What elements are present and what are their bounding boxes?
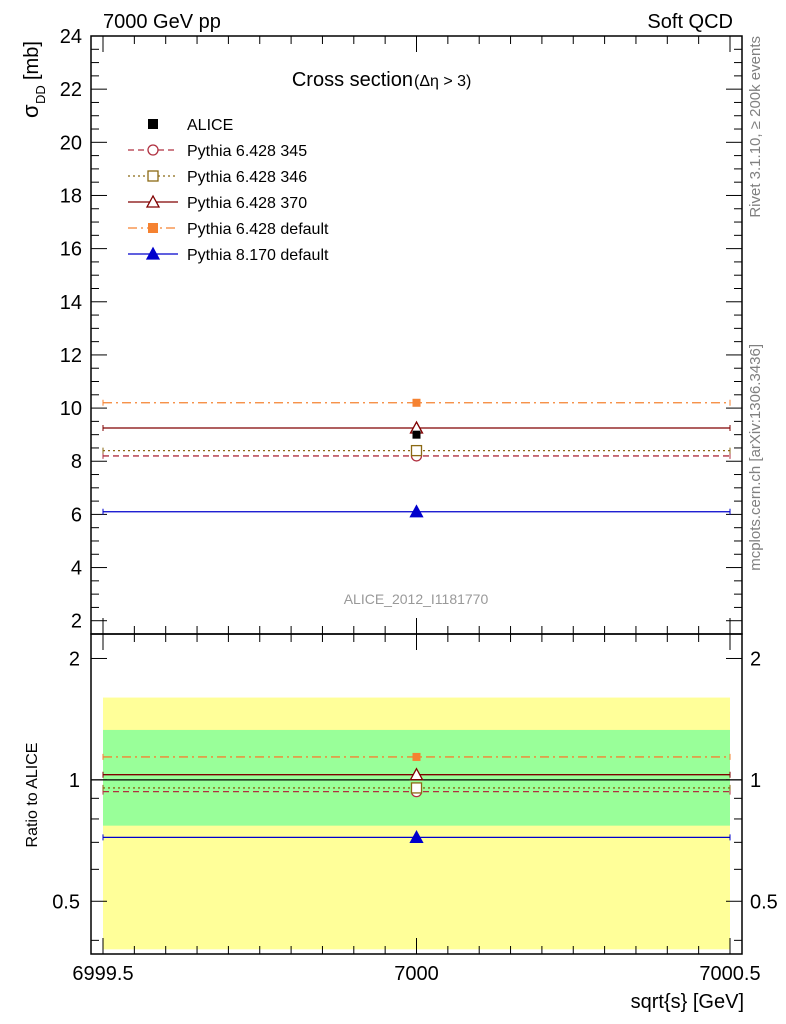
ratio-y-tick-label-right: 1 <box>750 770 761 792</box>
legend-marker <box>148 119 158 129</box>
x-axis: 6999.5 7000 7000.5 <box>72 634 761 985</box>
legend-marker <box>147 170 159 182</box>
ratio-bands <box>103 697 730 950</box>
header-right: Soft QCD <box>647 11 733 33</box>
legend-label: Pythia 6.428 default <box>187 221 329 238</box>
legend-label: Pythia 6.428 345 <box>187 143 307 160</box>
y-tick-label: 12 <box>60 345 82 367</box>
ratio-y-axis: 0.5 0.5 1 1 2 2 <box>52 648 778 941</box>
ratio-y-tick-label-left: 2 <box>69 648 80 670</box>
ratio-y-tick-label-right: 2 <box>750 648 761 670</box>
x-axis-label: sqrt{s} [GeV] <box>631 991 744 1013</box>
ratio-point <box>409 767 424 781</box>
legend-label: Pythia 8.170 default <box>187 247 329 264</box>
ratio-y-tick-label-left: 1 <box>69 770 80 792</box>
main-y-label: σ DD [mb] <box>18 41 48 118</box>
x-tick-label: 7000.5 <box>699 963 760 985</box>
legend-entry: ALICE <box>148 117 233 134</box>
legend-marker <box>147 144 159 156</box>
y-tick-label: 6 <box>71 504 82 526</box>
legend-label: Pythia 6.428 370 <box>187 195 307 212</box>
y-label-unit: [mb] <box>21 41 43 80</box>
ratio-point <box>412 752 421 761</box>
legend-label: Pythia 6.428 346 <box>187 169 307 186</box>
legend-marker <box>145 246 161 260</box>
y-label-symbol: σ <box>18 104 43 118</box>
data-point <box>412 430 421 439</box>
ratio-point <box>409 830 424 844</box>
legend-entry: Pythia 6.428 370 <box>128 194 307 212</box>
y-tick-label: 22 <box>60 79 82 101</box>
data-point <box>412 398 421 407</box>
ratio-point <box>410 782 423 794</box>
legend-entry: Pythia 6.428 346 <box>128 169 307 186</box>
y-tick-label: 10 <box>60 398 82 420</box>
series-pythia-6-428-346 <box>102 447 731 454</box>
data-point <box>409 504 424 518</box>
legend-entry: Pythia 6.428 345 <box>128 143 307 160</box>
main-data <box>102 398 731 518</box>
y-tick-label: 8 <box>71 451 82 473</box>
analysis-watermark: ALICE_2012_I1181770 <box>344 591 489 607</box>
header-left: 7000 GeV pp <box>103 11 221 33</box>
ratio-y-label: Ratio to ALICE <box>24 743 41 848</box>
main-title: Cross section <box>292 69 413 91</box>
y-tick-label: 16 <box>60 239 82 261</box>
legend: ALICE Pythia 6.428 345 Pythia 6.428 346 Pyt… <box>128 117 329 264</box>
mcplots-label: mcplots.cern.ch [arXiv:1306.3436] <box>747 344 764 571</box>
main-title-suffix: (Δη > 3) <box>414 73 471 90</box>
legend-marker <box>148 223 158 233</box>
legend-entry: Pythia 6.428 default <box>128 221 329 238</box>
legend-entry: Pythia 8.170 default <box>128 246 329 264</box>
ratio-panel: 0.5 0.5 1 1 2 2 6999.5 7000 7000.5 Ratio to ALI… <box>24 633 778 1013</box>
y-tick-label: 18 <box>60 185 82 207</box>
rivet-label: Rivet 3.1.10, ≥ 200k events <box>747 36 764 218</box>
data-point <box>410 444 423 457</box>
x-tick-label: 7000 <box>394 963 439 985</box>
x-tick-label: 6999.5 <box>72 963 133 985</box>
series-pythia-6-428-default <box>102 399 731 406</box>
ratio-data <box>91 752 742 844</box>
legend-label: ALICE <box>187 117 233 134</box>
y-tick-label: 14 <box>60 292 82 314</box>
y-tick-label: 2 <box>71 611 82 633</box>
y-tick-label: 4 <box>71 558 82 580</box>
y-tick-label: 20 <box>60 132 82 154</box>
legend-marker <box>145 194 161 208</box>
y-tick-label: 24 <box>60 26 82 48</box>
ratio-y-tick-label-right: 0.5 <box>750 891 778 913</box>
y-label-subscript: DD <box>33 85 48 104</box>
ratio-y-tick-label-left: 0.5 <box>52 891 80 913</box>
ratio-series-pythia-6-428-346 <box>102 784 731 791</box>
ratio-series-pythia-6-428-default <box>102 753 731 760</box>
